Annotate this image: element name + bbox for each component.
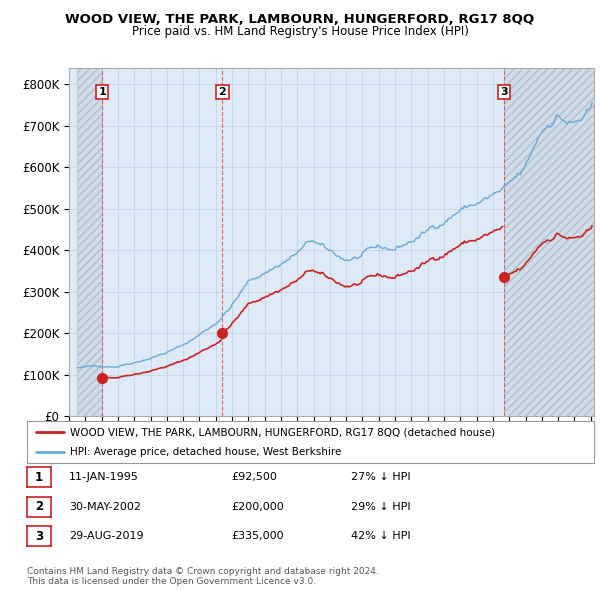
Bar xyxy=(503,68,594,416)
Text: £92,500: £92,500 xyxy=(231,473,277,482)
Text: Price paid vs. HM Land Registry's House Price Index (HPI): Price paid vs. HM Land Registry's House … xyxy=(131,25,469,38)
Text: HPI: Average price, detached house, West Berkshire: HPI: Average price, detached house, West… xyxy=(70,447,341,457)
Text: 2: 2 xyxy=(35,500,43,513)
Text: 2: 2 xyxy=(218,87,226,97)
Text: 11-JAN-1995: 11-JAN-1995 xyxy=(69,473,139,482)
Text: 29-AUG-2019: 29-AUG-2019 xyxy=(69,532,143,541)
Text: 42% ↓ HPI: 42% ↓ HPI xyxy=(351,532,410,541)
Text: 3: 3 xyxy=(500,87,508,97)
Text: 27% ↓ HPI: 27% ↓ HPI xyxy=(351,473,410,482)
Text: 3: 3 xyxy=(35,530,43,543)
Text: WOOD VIEW, THE PARK, LAMBOURN, HUNGERFORD, RG17 8QQ (detached house): WOOD VIEW, THE PARK, LAMBOURN, HUNGERFOR… xyxy=(70,427,494,437)
Text: 1: 1 xyxy=(35,471,43,484)
Text: WOOD VIEW, THE PARK, LAMBOURN, HUNGERFORD, RG17 8QQ: WOOD VIEW, THE PARK, LAMBOURN, HUNGERFOR… xyxy=(65,13,535,26)
Text: £335,000: £335,000 xyxy=(231,532,284,541)
Text: Contains HM Land Registry data © Crown copyright and database right 2024.
This d: Contains HM Land Registry data © Crown c… xyxy=(27,567,379,586)
Text: 1: 1 xyxy=(98,87,106,97)
Text: 29% ↓ HPI: 29% ↓ HPI xyxy=(351,502,410,512)
Bar xyxy=(77,68,102,416)
Text: 30-MAY-2002: 30-MAY-2002 xyxy=(69,502,141,512)
Text: £200,000: £200,000 xyxy=(231,502,284,512)
